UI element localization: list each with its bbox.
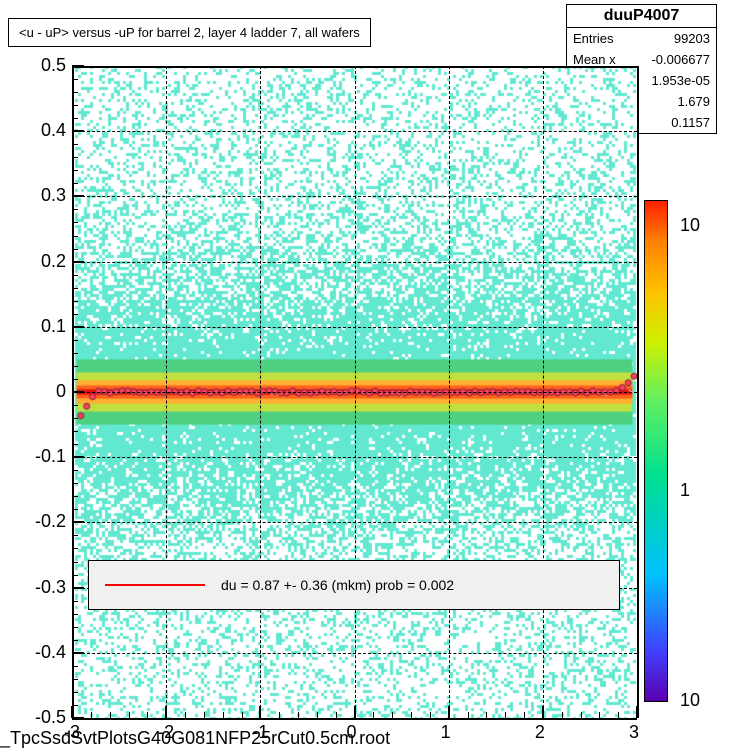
stats-value: 99203 [674,31,710,46]
ytick-label: 0.5 [41,55,66,76]
xtick-label: 2 [535,722,545,743]
plot-title: <u - uP> versus -uP for barrel 2, layer … [19,25,360,40]
colorbar-gradient [644,200,668,702]
source-filename: _TpcSsdSvtPlotsG40G081NFP25rCut0.5cm.roo… [0,728,390,749]
root-canvas: <u - uP> versus -uP for barrel 2, layer … [0,0,731,751]
stats-row-entries: Entries 99203 [567,28,716,49]
ytick-label: -0.5 [35,707,66,728]
ytick-label: 0.3 [41,185,66,206]
colorbar-label: 1 [680,480,690,501]
stats-value: -0.006677 [651,52,710,67]
fit-line-sample [105,584,205,586]
stats-value: 1.679 [677,94,710,109]
stats-label: Entries [573,31,613,46]
xtick-label: 3 [629,722,639,743]
ytick-label: 0.1 [41,316,66,337]
colorbar-label: 10 [680,690,700,711]
stats-value: 1.953e-05 [651,73,710,88]
stats-label: Mean x [573,52,616,67]
ytick-label: -0.1 [35,446,66,467]
stats-value: 0.1157 [671,115,710,130]
stats-name: duuP4007 [567,5,716,28]
ytick-label: -0.4 [35,642,66,663]
ytick-label: -0.3 [35,577,66,598]
xtick-label: 1 [441,722,451,743]
ytick-label: 0.4 [41,120,66,141]
ytick-label: 0 [56,381,66,402]
colorbar-label: 10 [680,215,700,236]
plot-title-box: <u - uP> versus -uP for barrel 2, layer … [8,18,371,47]
ytick-label: -0.2 [35,511,66,532]
fit-legend-box: du = 0.87 +- 0.36 (mkm) prob = 0.002 [88,560,620,610]
fit-text: du = 0.87 +- 0.36 (mkm) prob = 0.002 [221,577,454,593]
ytick-label: 0.2 [41,251,66,272]
